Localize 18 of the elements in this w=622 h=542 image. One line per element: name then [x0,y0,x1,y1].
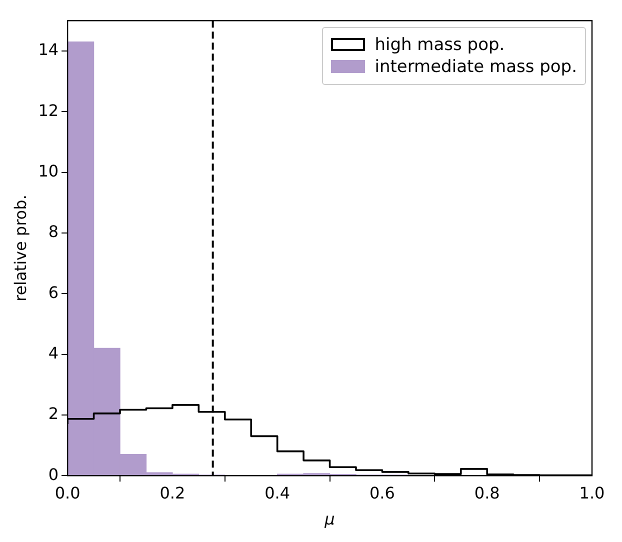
x-axis-title: μ [324,510,335,529]
y-tick-label: 4 [48,343,59,362]
x-tick-label: 0.6 [369,483,395,502]
y-tick-label: 14 [38,40,59,60]
legend-label: intermediate mass pop. [374,56,577,77]
x-tick-label: 0.4 [264,483,290,502]
y-tick-label: 10 [38,161,59,180]
y-tick-label: 6 [48,282,59,302]
x-tick-label: 0.2 [160,483,186,502]
y-tick-label: 12 [38,100,59,120]
y-tick-label: 2 [48,404,59,424]
legend-label: high mass pop. [374,34,505,55]
x-tick-label: 1.0 [579,483,605,502]
x-tick-label: 0.0 [54,483,80,502]
y-tick-label: 8 [48,222,59,242]
y-tick-label: 0 [48,464,59,484]
x-tick-label: 0.8 [474,483,500,502]
y-axis-title: relative prob. [10,194,30,302]
